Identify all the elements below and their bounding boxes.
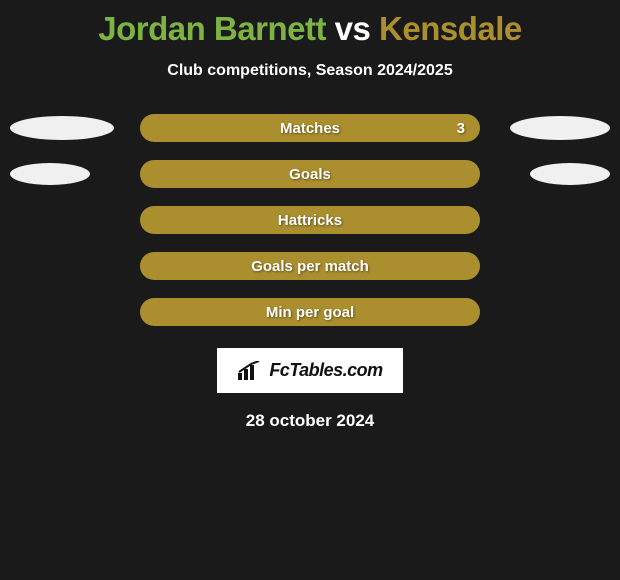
stat-bar: Goals per match [140,252,480,280]
right-ellipse [510,116,610,140]
stat-label: Goals [141,166,479,183]
stat-bar: Matches3 [140,114,480,142]
stats-rows: Matches3 Goals Hattricks Goals per match Min… [0,114,620,326]
stat-row-matches: Matches3 [0,114,620,142]
player2-name: Kensdale [379,10,522,47]
source-badge: FcTables.com [217,348,402,393]
comparison-card: Jordan Barnett vs Kensdale Club competit… [0,0,620,580]
stat-label: Goals per match [141,258,479,275]
vs-label: vs [335,10,371,47]
stat-label: Matches [141,120,479,137]
stat-row-goals_per_match: Goals per match [0,252,620,280]
stat-row-min_per_goal: Min per goal [0,298,620,326]
stat-value-right: 3 [457,120,465,137]
subtitle: Club competitions, Season 2024/2025 [167,62,452,80]
date-label: 28 october 2024 [246,411,375,431]
bar-chart-icon [237,361,261,381]
stat-label: Hattricks [141,212,479,229]
source-text: FcTables.com [269,360,382,381]
stat-row-hattricks: Hattricks [0,206,620,234]
left-ellipse [10,163,90,185]
stat-row-goals: Goals [0,160,620,188]
page-title: Jordan Barnett vs Kensdale [98,10,522,48]
stat-bar: Hattricks [140,206,480,234]
player1-name: Jordan Barnett [98,10,326,47]
stat-bar: Min per goal [140,298,480,326]
left-ellipse [10,116,114,140]
stat-label: Min per goal [141,304,479,321]
right-ellipse [530,163,610,185]
stat-bar: Goals [140,160,480,188]
